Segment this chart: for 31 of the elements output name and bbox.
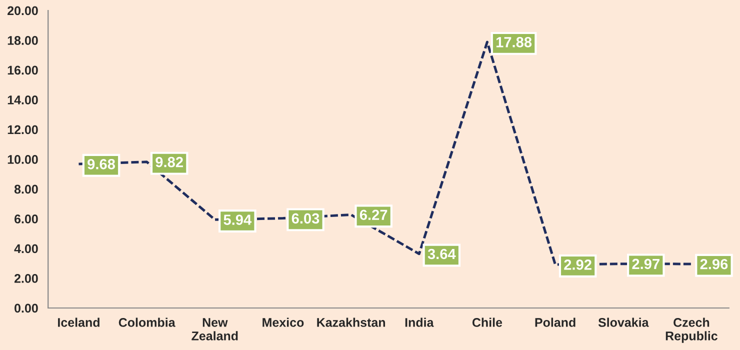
data-label: 6.27 xyxy=(360,210,388,220)
x-tick-label: New Zealand xyxy=(192,318,238,340)
y-tick-label: 18.00 xyxy=(8,36,38,45)
y-tick-label: 0.00 xyxy=(14,304,38,313)
y-tick-label: 2.00 xyxy=(14,274,38,283)
data-label: 9.82 xyxy=(156,156,183,168)
x-tick-label: India xyxy=(405,318,434,327)
x-tick-label: Chile xyxy=(472,318,502,327)
data-label: 2.96 xyxy=(700,258,728,270)
data-label: 3.64 xyxy=(428,248,456,260)
data-label: 9.68 xyxy=(88,158,116,170)
x-tick-label: Slovakia xyxy=(598,318,649,327)
x-tick-label: Czech Republic xyxy=(666,318,718,343)
x-tick-label: Poland xyxy=(535,318,576,327)
y-tick-label: 20.00 xyxy=(8,6,38,16)
y-tick-label: 16.00 xyxy=(8,66,38,75)
data-label: 2.92 xyxy=(564,260,592,270)
x-tick-label: Mexico xyxy=(262,318,304,327)
data-label: 5.94 xyxy=(224,214,252,225)
y-tick-label: 12.00 xyxy=(8,125,38,134)
y-tick-label: 6.00 xyxy=(14,214,38,224)
x-tick-label: Iceland xyxy=(58,318,100,327)
y-tick-label: 10.00 xyxy=(8,155,38,164)
data-label: 17.88 xyxy=(496,37,532,48)
y-tick-label: 14.00 xyxy=(8,96,38,104)
data-label: 2.97 xyxy=(632,258,660,270)
x-tick-label: Kazakhstan xyxy=(317,318,386,327)
y-tick-label: 8.00 xyxy=(14,184,38,194)
y-tick-label: 4.00 xyxy=(14,244,38,254)
x-tick-label: Colombia xyxy=(118,318,176,327)
data-label: 6.03 xyxy=(292,213,320,224)
